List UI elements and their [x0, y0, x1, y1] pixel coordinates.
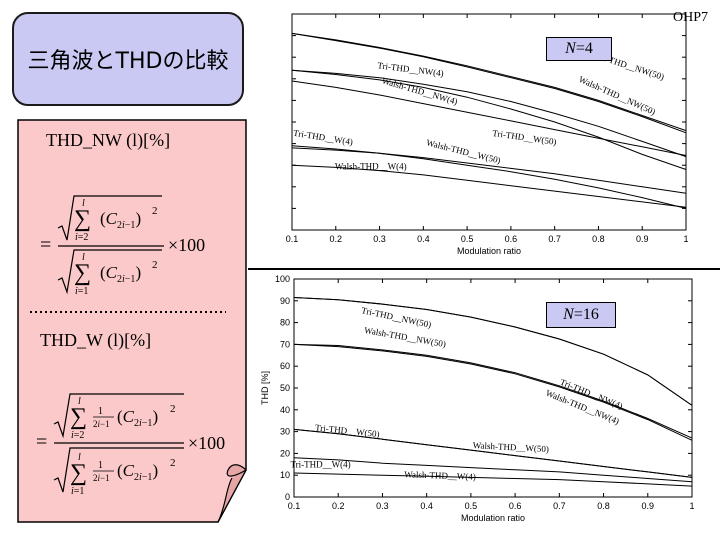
x-tick-label: 0.3: [373, 234, 386, 244]
series-line-6: [291, 145, 687, 209]
series-line-7: [293, 472, 693, 487]
series-label-3: Walsh-THD__NW(4): [381, 75, 459, 106]
series-line-2: [291, 69, 687, 158]
n16-label: N=16: [563, 306, 599, 323]
y-axis-label: THD [%]: [260, 371, 270, 405]
y-tick-label: 0: [285, 492, 290, 502]
x-tick-label: 0.3: [376, 501, 389, 511]
series-label-1: Walsh-THD__NW(50): [363, 325, 446, 349]
x-axis-label: Modulation ratio: [461, 513, 525, 523]
n4-label-box: N=4: [546, 37, 612, 61]
series-line-0: [291, 32, 687, 132]
series-line-3: [293, 343, 693, 441]
series-line-5: [291, 147, 687, 194]
y-tick-label: 80: [280, 318, 290, 328]
series-label-6: Tri-THD__W(4): [290, 460, 350, 470]
x-tick-label: 0.5: [465, 501, 478, 511]
series-line-0: [293, 297, 693, 406]
y-tick-label: 10: [280, 470, 290, 480]
y-tick-label: 50: [280, 383, 290, 393]
x-tick-label: 0.8: [592, 234, 605, 244]
x-tick-label: 0.7: [553, 501, 566, 511]
y-tick-label: 40: [280, 405, 290, 415]
series-line-3: [291, 80, 687, 156]
y-tick-label: 100: [275, 274, 290, 284]
y-tick-label: 30: [280, 427, 290, 437]
x-tick-label: 0.1: [286, 234, 299, 244]
x-tick-label: 1: [689, 501, 694, 511]
series-label-4: Tri-THD__W(50): [492, 128, 557, 147]
x-tick-label: 0.2: [332, 501, 345, 511]
plot-frame: [293, 278, 693, 498]
series-line-5: [293, 428, 693, 478]
series-label-1: Walsh-THD__NW(50): [577, 74, 657, 117]
series-label-7: Walsh-THD__W(4): [404, 469, 476, 481]
y-tick-label: 70: [280, 339, 290, 349]
x-tick-label: 1: [683, 234, 688, 244]
plot-frame: [291, 13, 687, 231]
series-line-7: [291, 164, 687, 208]
x-tick-label: 0.5: [461, 234, 474, 244]
chart-n16: 0.1 0.2 0.3 0.4 0.5 0.6 0.7 0.8 0.9 1010203040506…: [260, 274, 695, 523]
x-tick-label: 0.1: [288, 501, 301, 511]
plot-divider: [248, 268, 720, 270]
x-tick-label: 0.8: [597, 501, 610, 511]
y-tick-label: 20: [280, 448, 290, 458]
x-tick-label: 0.2: [330, 234, 343, 244]
series-line-1: [293, 297, 693, 406]
x-tick-label: 0.9: [636, 234, 649, 244]
x-axis-label: Modulation ratio: [457, 246, 521, 256]
series-label-6: Tri-THD__W(4): [293, 128, 354, 147]
series-line-4: [291, 69, 687, 170]
slide-title: 三角波とTHDの比較: [12, 12, 244, 106]
x-tick-label: 0.7: [548, 234, 561, 244]
series-line-1: [291, 32, 687, 134]
chart-n4: 0.1 0.2 0.3 0.4 0.5 0.6 0.7 0.8 0.9 1 Modulation r…: [286, 13, 689, 256]
series-label-4: Tri-THD__W(50): [315, 422, 380, 439]
y-tick-label: 60: [280, 361, 290, 371]
x-tick-label: 0.9: [642, 501, 655, 511]
series-line-2: [293, 343, 693, 439]
series-label-7: Walsh-THD__W(4): [335, 162, 407, 172]
x-tick-label: 0.6: [509, 501, 522, 511]
n16-label-box: N=16: [546, 302, 616, 328]
series-label-5: Walsh-THD__W(50): [473, 440, 550, 454]
x-tick-label: 0.6: [505, 234, 518, 244]
x-tick-label: 0.4: [420, 501, 433, 511]
y-tick-label: 90: [280, 296, 290, 306]
n4-label: N=4: [565, 40, 593, 57]
x-tick-label: 0.4: [417, 234, 430, 244]
series-label-5: Walsh-THD__W(50): [425, 137, 501, 165]
series-line-6: [293, 457, 693, 483]
